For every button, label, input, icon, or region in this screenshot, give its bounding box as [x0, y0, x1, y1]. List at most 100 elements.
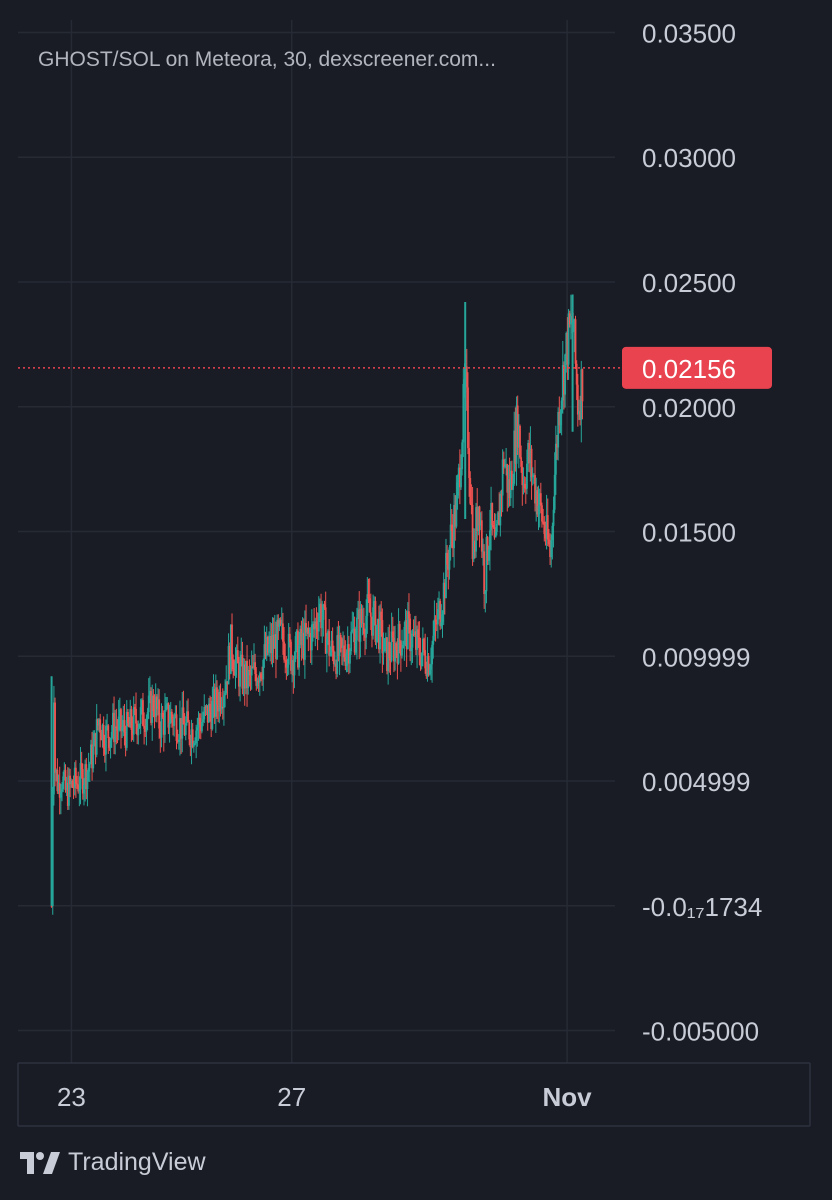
- candle-body: [397, 623, 400, 664]
- candle-body: [270, 636, 273, 654]
- candle-body: [80, 762, 83, 770]
- candle-body: [325, 638, 328, 654]
- candle-body: [580, 369, 583, 420]
- candle-body: [381, 620, 384, 654]
- candle-body: [575, 363, 578, 385]
- y-tick-label: 0.03500: [642, 18, 736, 48]
- candle-body: [90, 744, 92, 764]
- candle-body: [441, 614, 444, 623]
- candle-body: [393, 637, 395, 662]
- candle-body: [418, 637, 421, 656]
- candle-body: [116, 728, 119, 731]
- candle-body: [563, 365, 565, 395]
- candle-body: [92, 745, 95, 769]
- candle-body: [198, 717, 201, 725]
- candle-body: [387, 641, 390, 672]
- candle-body: [508, 479, 511, 499]
- candle-body: [579, 411, 582, 420]
- candle-body: [183, 724, 186, 735]
- candle-body: [321, 619, 324, 629]
- candle-body: [445, 552, 447, 599]
- candle-body: [106, 725, 109, 727]
- candle-body: [509, 470, 512, 499]
- candle-body: [131, 729, 134, 735]
- last-price-badge-bg: [622, 346, 772, 389]
- candle-body: [359, 608, 362, 642]
- candle-body: [531, 476, 534, 478]
- candle-body: [127, 712, 129, 723]
- candle-body: [472, 540, 475, 560]
- candle-body: [546, 515, 549, 540]
- last-price-label: 0.02156: [642, 354, 736, 384]
- candle-body: [197, 717, 200, 728]
- candle-body: [544, 533, 547, 539]
- candle-body: [161, 712, 164, 718]
- candle-body: [287, 633, 290, 665]
- candle-body: [110, 731, 113, 739]
- candle-body: [453, 505, 455, 549]
- candle-body: [543, 521, 546, 534]
- candle-body: [465, 366, 468, 388]
- candle-body: [372, 607, 375, 636]
- candle-body: [415, 631, 417, 650]
- candle-body: [431, 644, 433, 665]
- candle-body: [290, 641, 292, 671]
- candle-body: [557, 411, 560, 448]
- candle-body: [536, 490, 539, 515]
- candle-body: [352, 628, 355, 631]
- candle-body: [380, 611, 383, 621]
- candle-body: [350, 631, 353, 652]
- candle-body: [471, 504, 474, 560]
- candle-body: [468, 448, 471, 478]
- candle-body: [123, 720, 126, 733]
- candle-body: [529, 448, 532, 464]
- candle-body: [61, 789, 63, 792]
- candle-body: [146, 712, 149, 719]
- candle-body: [497, 512, 499, 524]
- candle-body: [480, 520, 483, 552]
- candle-body: [568, 313, 571, 325]
- candle-body: [569, 316, 572, 325]
- candle-body: [277, 619, 280, 627]
- candle-body: [280, 623, 283, 625]
- tradingview-logo[interactable]: TradingView: [20, 1148, 206, 1177]
- candle-body: [434, 619, 437, 622]
- candle-body: [443, 582, 446, 599]
- y-axis-labels: 0.03500 0.03000 0.02500 0.02000 0.01500 0.009…: [642, 18, 762, 1046]
- candle-body: [322, 604, 325, 620]
- candle-body: [433, 619, 436, 636]
- y-tick-label: 0.02000: [642, 393, 736, 423]
- candle-body: [432, 635, 435, 645]
- candle-body: [448, 547, 451, 570]
- candle-body: [438, 600, 440, 610]
- candle-body: [228, 646, 231, 674]
- candle-body: [404, 620, 407, 628]
- candle-body: [539, 493, 542, 506]
- candle-body: [176, 740, 179, 742]
- candle-body: [390, 631, 393, 661]
- tradingview-brand-text: TradingView: [68, 1148, 206, 1176]
- candle-body: [247, 669, 250, 689]
- candle-body: [212, 689, 215, 701]
- candle-body: [103, 748, 106, 755]
- grid-lines: [18, 20, 615, 1063]
- candle-body: [357, 609, 359, 618]
- candle-body: [135, 708, 137, 724]
- candle-body: [221, 706, 224, 708]
- candle-body: [65, 782, 68, 791]
- candle-body: [507, 479, 510, 493]
- candle-body: [57, 782, 60, 792]
- candle-body: [273, 634, 276, 649]
- candle-body: [514, 430, 517, 464]
- candle-body: [292, 660, 295, 676]
- y-tick-label: 0.004999: [642, 767, 750, 797]
- candle-body: [211, 700, 214, 730]
- candle-body: [576, 384, 579, 415]
- candle-body: [226, 681, 229, 685]
- candle-body: [187, 711, 189, 723]
- candle-body: [124, 732, 127, 748]
- chart-title: GHOST/SOL on Meteora, 30, dexscreener.co…: [38, 48, 496, 71]
- candle-body: [485, 537, 488, 592]
- candle-body: [338, 635, 341, 657]
- candle-body: [340, 638, 343, 648]
